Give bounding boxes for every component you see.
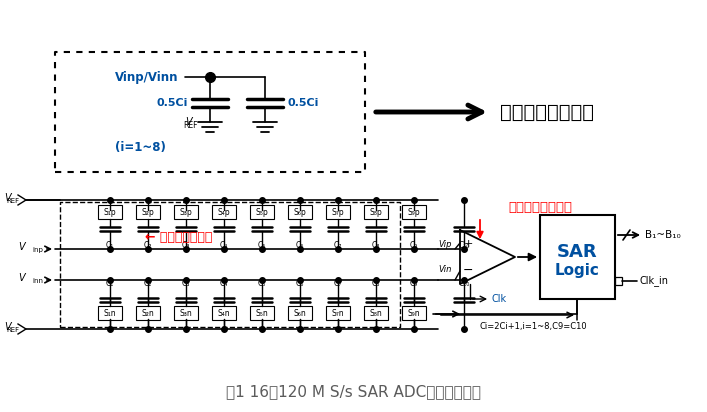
Text: S₅p: S₅p bbox=[256, 208, 269, 216]
Text: SAR: SAR bbox=[556, 243, 597, 261]
Bar bbox=[174, 306, 198, 320]
Text: (i=1~8): (i=1~8) bbox=[115, 140, 166, 154]
Bar bbox=[288, 205, 312, 219]
Text: C₄: C₄ bbox=[220, 279, 228, 288]
Bar bbox=[615, 277, 622, 285]
Text: C₉: C₉ bbox=[410, 241, 418, 250]
Text: S₆p: S₆p bbox=[293, 208, 306, 216]
Text: Clk_in: Clk_in bbox=[639, 276, 668, 286]
Text: C₁₀: C₁₀ bbox=[458, 279, 469, 288]
Text: V: V bbox=[5, 193, 11, 203]
Text: S₄n: S₄n bbox=[218, 309, 230, 318]
Bar bbox=[326, 306, 350, 320]
Text: V: V bbox=[18, 273, 25, 283]
Text: S₇n: S₇n bbox=[332, 309, 344, 318]
Bar bbox=[250, 205, 274, 219]
Text: S₁p: S₁p bbox=[104, 208, 117, 216]
Text: C₉: C₉ bbox=[410, 279, 418, 288]
Text: REF: REF bbox=[184, 120, 198, 129]
Bar bbox=[402, 205, 426, 219]
Text: C₈: C₈ bbox=[372, 241, 380, 250]
Text: Ci=2Ci+1,i=1~8,C9=C10: Ci=2Ci+1,i=1~8,C9=C10 bbox=[479, 323, 587, 332]
Text: Clk: Clk bbox=[492, 294, 507, 304]
Text: C₁: C₁ bbox=[106, 241, 114, 250]
Text: S₆n: S₆n bbox=[293, 309, 306, 318]
Text: S₂p: S₂p bbox=[141, 208, 154, 216]
Text: −: − bbox=[463, 264, 473, 276]
Text: S₈p: S₈p bbox=[370, 208, 382, 216]
Bar bbox=[402, 306, 426, 320]
Text: REF: REF bbox=[6, 327, 20, 333]
Bar bbox=[174, 205, 198, 219]
Text: S₁n: S₁n bbox=[104, 309, 117, 318]
Text: S₈n: S₈n bbox=[370, 309, 382, 318]
Text: V: V bbox=[5, 322, 11, 332]
Text: S₃p: S₃p bbox=[180, 208, 192, 216]
Text: S₂n: S₂n bbox=[141, 309, 154, 318]
Bar bbox=[98, 205, 122, 219]
Bar bbox=[288, 306, 312, 320]
Bar bbox=[98, 306, 122, 320]
Text: S₅n: S₅n bbox=[256, 309, 269, 318]
Bar bbox=[364, 205, 388, 219]
Text: C₅: C₅ bbox=[258, 279, 267, 288]
Text: C₂: C₂ bbox=[144, 241, 152, 250]
Text: Vin: Vin bbox=[438, 265, 452, 274]
Bar bbox=[60, 202, 400, 327]
Text: Vip: Vip bbox=[438, 239, 452, 248]
Text: V: V bbox=[185, 117, 192, 127]
Text: C₆: C₆ bbox=[296, 279, 304, 288]
Bar bbox=[326, 205, 350, 219]
Text: +: + bbox=[463, 239, 473, 249]
Text: B₁~B₁₀: B₁~B₁₀ bbox=[645, 230, 681, 240]
Bar bbox=[540, 215, 615, 299]
Text: 图1 16位120 M S/s SAR ADC总体结构原理: 图1 16位120 M S/s SAR ADC总体结构原理 bbox=[226, 384, 481, 400]
Text: C₇: C₇ bbox=[334, 241, 342, 250]
Text: REF: REF bbox=[6, 198, 20, 204]
Text: C₆: C₆ bbox=[296, 241, 304, 250]
Bar bbox=[212, 205, 236, 219]
Text: S₉n: S₉n bbox=[408, 309, 421, 318]
Text: ← 高线性采样开关: ← 高线性采样开关 bbox=[145, 230, 212, 243]
Text: inn: inn bbox=[32, 278, 43, 284]
Text: C₇: C₇ bbox=[334, 279, 342, 288]
Bar bbox=[250, 306, 274, 320]
Text: S₉p: S₉p bbox=[408, 208, 421, 216]
Text: S₃n: S₃n bbox=[180, 309, 192, 318]
Text: V: V bbox=[18, 242, 25, 252]
Text: 0.5Ci: 0.5Ci bbox=[287, 98, 318, 108]
Text: C₃: C₃ bbox=[182, 279, 190, 288]
Text: C₁: C₁ bbox=[106, 279, 114, 288]
Text: inp: inp bbox=[32, 247, 43, 253]
Bar bbox=[55, 52, 365, 172]
Text: S₇p: S₇p bbox=[332, 208, 344, 216]
Bar bbox=[136, 306, 160, 320]
Bar bbox=[364, 306, 388, 320]
Text: 0.5Ci: 0.5Ci bbox=[157, 98, 188, 108]
Text: C₃: C₃ bbox=[182, 241, 190, 250]
Text: C₅: C₅ bbox=[258, 241, 267, 250]
Text: Logic: Logic bbox=[554, 262, 600, 278]
Text: C₁₀: C₁₀ bbox=[458, 241, 469, 250]
Text: C₄: C₄ bbox=[220, 241, 228, 250]
Text: C₈: C₈ bbox=[372, 279, 380, 288]
Text: S₄p: S₄p bbox=[218, 208, 230, 216]
Text: 权重电容采样状态: 权重电容采样状态 bbox=[500, 103, 594, 122]
Text: C₂: C₂ bbox=[144, 279, 152, 288]
Bar bbox=[136, 205, 160, 219]
Text: Vinp/Vinn: Vinp/Vinn bbox=[115, 70, 178, 84]
Bar bbox=[212, 306, 236, 320]
Text: 高速低噪声比较器: 高速低噪声比较器 bbox=[508, 201, 572, 213]
